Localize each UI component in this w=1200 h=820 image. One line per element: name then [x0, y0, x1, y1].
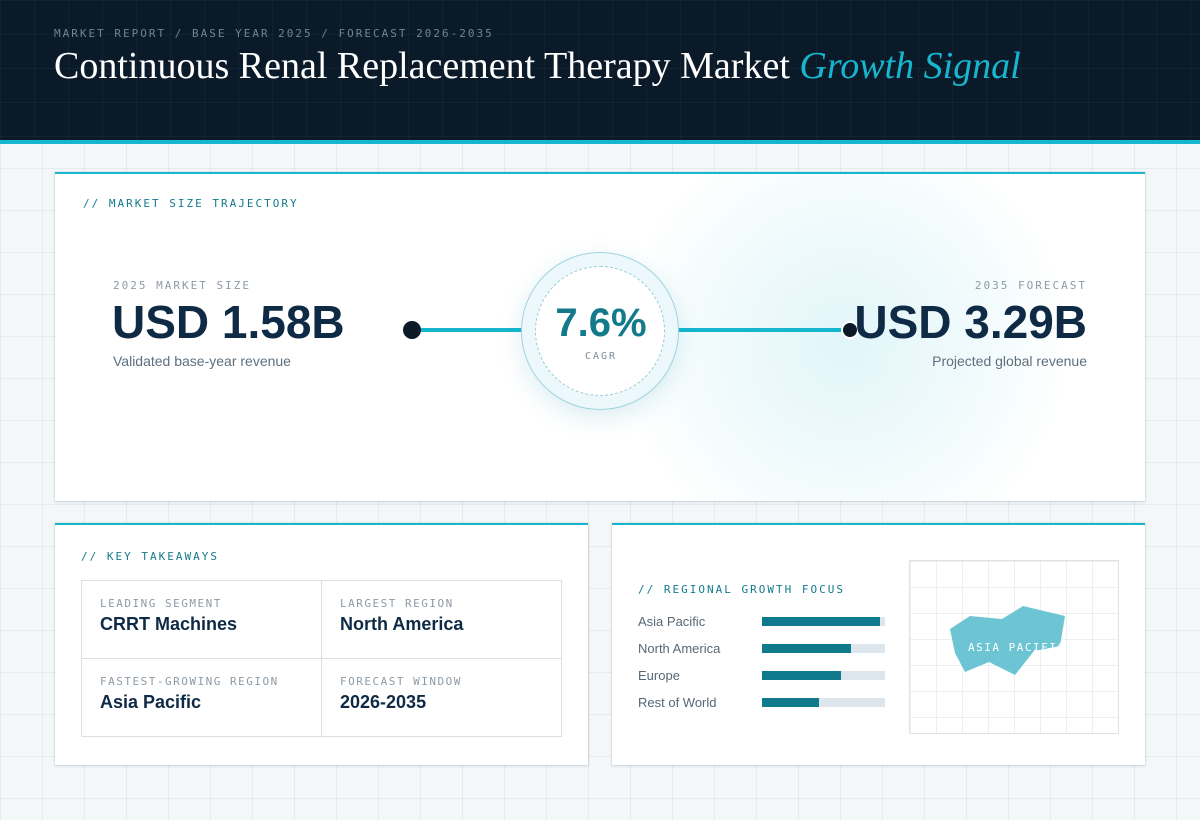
bar-fill	[762, 617, 880, 626]
end-point-marker	[841, 321, 859, 339]
market-trajectory-card: // MARKET SIZE TRAJECTORY 2025 MARKET SI…	[55, 172, 1145, 501]
page-title-accent: Growth Signal	[799, 45, 1021, 87]
cagr-inner-circle: 7.6% CAGR	[535, 266, 665, 396]
takeaway-label: FORECAST WINDOW	[340, 675, 462, 688]
takeaway-cell: FASTEST-GROWING REGION Asia Pacific	[82, 659, 322, 737]
grid-divider-horizontal	[82, 658, 561, 659]
report-header: MARKET REPORT / BASE YEAR 2025 / FORECAS…	[0, 0, 1200, 144]
regional-growth-card: // REGIONAL GROWTH FOCUS Asia Pacific Nor…	[612, 523, 1145, 765]
bar-label: Europe	[638, 668, 680, 683]
trajectory-card-label: // MARKET SIZE TRAJECTORY	[83, 197, 299, 210]
start-year-label: 2025 MARKET SIZE	[113, 279, 251, 292]
takeaway-label: LARGEST REGION	[340, 597, 454, 610]
regional-card-label: // REGIONAL GROWTH FOCUS	[638, 583, 845, 596]
end-market-value: USD 3.29B	[854, 296, 1087, 348]
takeaway-cell: LARGEST REGION North America	[322, 581, 562, 659]
takeaway-value: 2026-2035	[340, 692, 427, 712]
bar-track	[762, 617, 885, 626]
takeaway-value: CRRT Machines	[100, 614, 238, 634]
takeaways-card-label: // KEY TAKEAWAYS	[81, 550, 219, 563]
asia-pacific-map-icon	[950, 606, 1065, 675]
end-market-note: Projected global revenue	[932, 353, 1087, 369]
page-title: Continuous Renal Replacement Therapy Mar…	[54, 44, 1021, 88]
page-title-main: Continuous Renal Replacement Therapy Mar…	[54, 45, 790, 87]
takeaway-label: FASTEST-GROWING REGION	[100, 675, 279, 688]
bar-track	[762, 698, 885, 707]
cagr-value: 7.6%	[555, 301, 647, 345]
takeaways-grid: LEADING SEGMENT CRRT Machines LARGEST RE…	[81, 580, 562, 737]
takeaway-value: Asia Pacific	[100, 692, 202, 712]
report-eyebrow: MARKET REPORT / BASE YEAR 2025 / FORECAS…	[54, 27, 494, 40]
takeaway-label: LEADING SEGMENT	[100, 597, 222, 610]
start-point-marker	[403, 321, 421, 339]
bar-fill	[762, 671, 841, 680]
bar-track	[762, 644, 885, 653]
end-year-label: 2035 FORECAST	[974, 279, 1087, 292]
takeaway-cell: FORECAST WINDOW 2026-2035	[322, 659, 562, 737]
cagr-label: CAGR	[584, 351, 618, 362]
bar-label: North America	[638, 641, 721, 656]
region-map: ASIA PACIFIC	[909, 560, 1119, 734]
takeaway-value: North America	[340, 614, 464, 634]
map-region-label: ASIA PACIFIC	[968, 641, 1066, 654]
bar-track	[762, 671, 885, 680]
bar-label: Rest of World	[638, 695, 717, 710]
start-market-value: USD 1.58B	[112, 296, 345, 348]
cagr-badge: 7.6% CAGR	[521, 252, 679, 410]
takeaway-cell: LEADING SEGMENT CRRT Machines	[82, 581, 322, 659]
key-takeaways-card: // KEY TAKEAWAYS LEADING SEGMENT CRRT Ma…	[55, 523, 588, 765]
bar-fill	[762, 644, 851, 653]
bar-fill	[762, 698, 819, 707]
bar-label: Asia Pacific	[638, 614, 706, 629]
start-market-note: Validated base-year revenue	[113, 353, 291, 369]
